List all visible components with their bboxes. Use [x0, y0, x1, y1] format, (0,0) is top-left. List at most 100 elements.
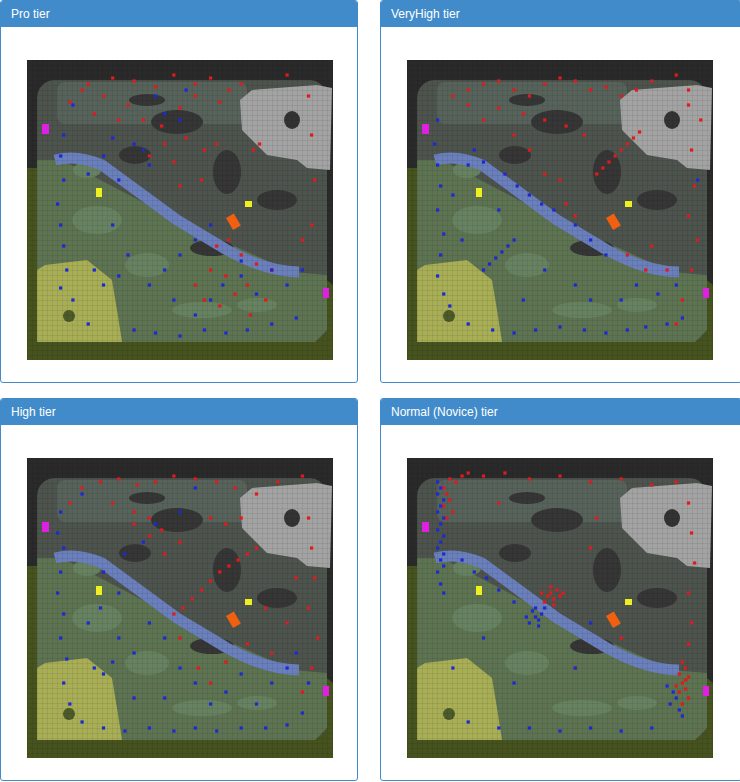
point [626, 142, 629, 145]
point [565, 202, 568, 205]
point [543, 118, 546, 121]
point [240, 253, 243, 256]
point [675, 283, 678, 286]
point [310, 133, 313, 136]
point [540, 612, 543, 615]
point [497, 208, 500, 211]
magenta-marker [323, 288, 329, 298]
point [252, 148, 255, 151]
point [675, 480, 678, 483]
point [482, 118, 485, 121]
point [574, 666, 577, 669]
point [565, 124, 568, 127]
point [209, 516, 212, 519]
point [546, 594, 549, 597]
point [442, 534, 445, 537]
points [436, 471, 696, 732]
point [148, 154, 151, 157]
grid-overlay [407, 458, 713, 758]
series [433, 118, 699, 334]
point [589, 88, 592, 91]
point [194, 477, 197, 480]
point [439, 522, 442, 525]
point [687, 696, 690, 699]
point [690, 621, 693, 624]
point [102, 726, 105, 729]
point [117, 274, 120, 277]
point [540, 591, 543, 594]
point [194, 82, 197, 85]
point [620, 148, 623, 151]
panel: Pro tier [0, 0, 358, 383]
point [102, 672, 105, 675]
magenta-marker [703, 288, 709, 298]
point [497, 726, 500, 729]
point [209, 223, 212, 226]
point [62, 133, 65, 136]
point [497, 79, 500, 82]
point [513, 133, 516, 136]
point [246, 642, 249, 645]
point [558, 594, 561, 597]
point [270, 651, 273, 654]
point [270, 322, 273, 325]
grid-overlay [27, 458, 333, 758]
point [589, 298, 592, 301]
point [669, 702, 672, 705]
point [117, 591, 120, 594]
point [436, 480, 439, 483]
point [286, 723, 289, 726]
point [549, 591, 552, 594]
point [148, 621, 151, 624]
point [154, 522, 157, 525]
point [620, 298, 623, 301]
point [497, 588, 500, 591]
point [68, 501, 71, 504]
point [497, 106, 500, 109]
point [255, 292, 258, 295]
point [71, 103, 74, 106]
point [675, 684, 678, 687]
point [558, 178, 561, 181]
point [442, 486, 445, 489]
point [246, 283, 249, 286]
point [503, 471, 506, 474]
point [626, 328, 629, 331]
point [62, 178, 65, 181]
point [102, 154, 105, 157]
point [448, 498, 451, 501]
point [666, 322, 669, 325]
point [522, 112, 525, 115]
point [215, 480, 218, 483]
series [68, 474, 319, 693]
point [59, 510, 62, 513]
point [433, 142, 436, 145]
point [240, 726, 243, 729]
map-background [27, 458, 333, 758]
point [178, 636, 181, 639]
point [485, 576, 488, 579]
point [558, 729, 561, 732]
point [227, 238, 230, 241]
point [178, 540, 181, 543]
point [200, 178, 203, 181]
point [163, 142, 166, 145]
yellow-marker [96, 586, 102, 595]
point [59, 636, 62, 639]
point [233, 292, 236, 295]
point [531, 609, 534, 612]
yellow-marker [476, 188, 482, 197]
point [473, 570, 476, 573]
point [537, 624, 540, 627]
point [506, 244, 509, 247]
point [467, 720, 470, 723]
point [71, 298, 74, 301]
point [316, 636, 319, 639]
point [439, 504, 442, 507]
point [513, 600, 516, 603]
point [191, 597, 194, 600]
point [552, 597, 555, 600]
point [650, 483, 653, 486]
point [270, 268, 273, 271]
point [699, 118, 702, 121]
